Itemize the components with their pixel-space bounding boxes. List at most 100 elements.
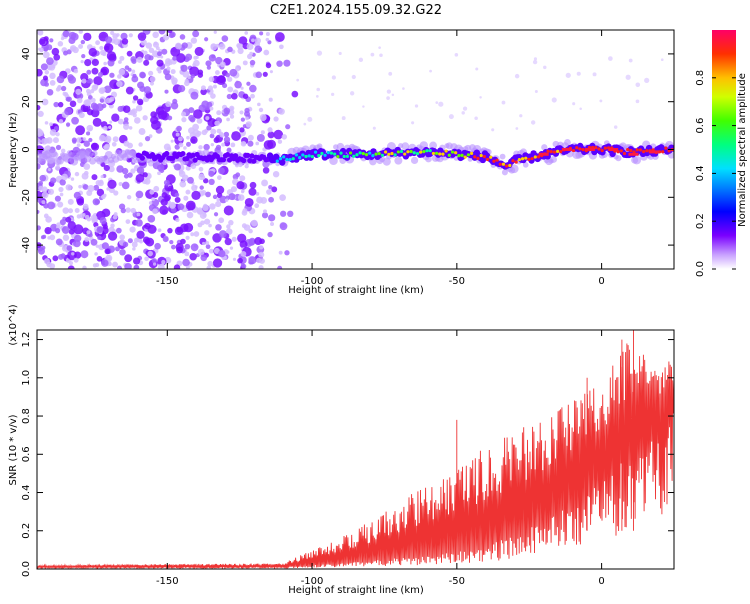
noise-blob [173, 163, 182, 171]
noise-blob [133, 237, 140, 243]
signal-halo [522, 162, 529, 168]
noise-blob [296, 78, 300, 82]
noise-blob [55, 144, 62, 151]
noise-blob [37, 225, 41, 231]
noise-blob [190, 37, 198, 44]
noise-blob [258, 107, 264, 113]
noise-blob [205, 244, 211, 250]
noise-blob [136, 98, 144, 106]
signal-peak [390, 151, 394, 156]
signal-peak [310, 154, 314, 159]
noise-blob [241, 263, 247, 269]
noise-blob [189, 252, 197, 261]
signal-peak [441, 152, 445, 156]
noise-blob [260, 130, 265, 135]
noise-blob [96, 226, 104, 234]
noise-blob [41, 191, 49, 199]
noise-blob [75, 88, 82, 95]
snr-ylabel: SNR (10 * v/v) [8, 414, 19, 485]
noise-blob [158, 30, 166, 35]
noise-blob [572, 102, 576, 106]
noise-blob [190, 91, 199, 100]
signal-peak [419, 150, 423, 154]
noise-blob [203, 178, 209, 184]
noise-blob [91, 67, 99, 75]
noise-blob [128, 33, 133, 38]
signal-halo [329, 156, 338, 166]
noise-blob [87, 185, 95, 193]
signal-peak [364, 153, 369, 157]
noise-blob [116, 33, 120, 37]
noise-blob [185, 235, 190, 240]
noise-blob [202, 241, 206, 246]
noise-blob [62, 207, 69, 214]
noise-blob [115, 246, 120, 252]
noise-blob [158, 167, 165, 174]
noise-blob [200, 88, 207, 96]
noise-blob [150, 120, 161, 130]
noise-blob [73, 68, 79, 74]
noise-blob [281, 134, 287, 140]
noise-blob [47, 188, 55, 195]
noise-blob [147, 250, 153, 257]
noise-blob [259, 31, 264, 36]
noise-blob [216, 75, 226, 86]
noise-blob [240, 86, 244, 90]
noise-blob [205, 241, 210, 246]
noise-blob [83, 32, 92, 41]
noise-blob [54, 165, 61, 171]
noise-blob [186, 265, 190, 269]
noise-blob [532, 59, 538, 65]
signal-peak [485, 157, 490, 162]
noise-blob [62, 91, 67, 96]
noise-blob [97, 235, 102, 241]
noise-blob [223, 131, 230, 138]
signal-peak [476, 156, 480, 161]
noise-blob [198, 145, 203, 150]
noise-blob [280, 210, 287, 217]
noise-blob [97, 71, 104, 78]
noise-blob [113, 190, 119, 196]
signal-halo [121, 153, 129, 161]
noise-blob [95, 40, 101, 46]
noise-blob [88, 47, 97, 57]
noise-blob [267, 231, 273, 238]
signal-peak [434, 151, 439, 155]
noise-blob [192, 63, 196, 67]
noise-blob [44, 121, 49, 125]
noise-blob [136, 56, 143, 63]
signal-peak [374, 152, 378, 156]
noise-blob [190, 232, 195, 237]
y-tick-label: -40 [21, 237, 32, 253]
noise-blob [80, 250, 89, 259]
noise-blob [37, 68, 43, 77]
noise-blob [39, 38, 46, 45]
noise-blob [175, 42, 182, 50]
signal-peak [282, 155, 286, 159]
noise-blob [64, 107, 73, 116]
noise-blob [123, 117, 129, 122]
noise-blob [91, 58, 99, 66]
signal-halo [103, 157, 110, 165]
noise-blob [515, 127, 519, 130]
noise-blob [82, 184, 89, 190]
signal-ridge [538, 152, 549, 156]
noise-blob [182, 258, 190, 267]
noise-blob [248, 228, 253, 234]
noise-blob [341, 116, 346, 121]
noise-blob [265, 31, 270, 36]
noise-blob [70, 177, 75, 181]
noise-blob [248, 256, 257, 265]
colorbar-tick-label: 0.4 [695, 165, 706, 181]
noise-blob [283, 59, 291, 67]
noise-blob [123, 173, 129, 179]
noise-blob [179, 34, 186, 40]
noise-blob [429, 69, 432, 73]
signal-halo [615, 155, 622, 162]
x-tick-label: 0 [598, 576, 604, 587]
noise-blob [152, 31, 159, 39]
noise-blob [144, 135, 151, 142]
noise-blob [125, 86, 134, 95]
signal-core [247, 158, 253, 164]
noise-blob [127, 67, 132, 72]
